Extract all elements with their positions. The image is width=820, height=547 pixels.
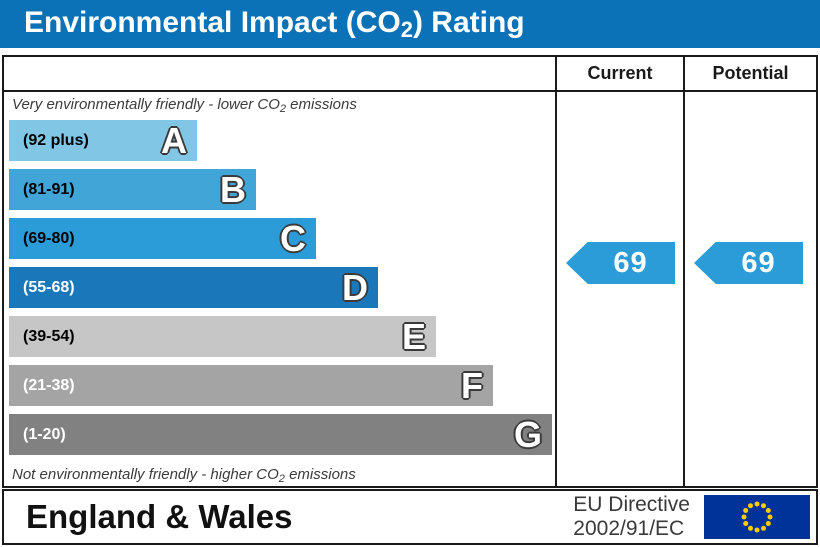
band-letter: E [401, 316, 426, 357]
band-range-label: (1-20) [23, 425, 66, 443]
table-header-row: Current Potential [4, 57, 816, 92]
band-bar-a: (92 plus) A [9, 120, 197, 161]
band-range-label: (21-38) [23, 376, 75, 394]
band-range-label: (81-91) [23, 180, 75, 198]
region-label: England & Wales [26, 498, 293, 535]
band-bar-c: (69-80) C [9, 218, 316, 259]
column-header-potential: Potential [712, 63, 789, 83]
title-co2-subscript: 2 [400, 17, 413, 42]
eu-flag-icon [704, 495, 810, 539]
top-caption-prefix: Very environmentally friendly - lower CO [12, 96, 280, 113]
rating-bars: (92 plus) A (81-91) B (69-80) C (55-68) … [9, 120, 555, 455]
column-header-current: Current [557, 57, 685, 90]
band-chart-column: Very environmentally friendly - lower CO… [4, 92, 557, 486]
title-text-suffix: ) Rating [412, 6, 525, 39]
top-caption-subscript: 2 [279, 103, 286, 115]
footer: England & Wales EU Directive 2002/91/EC [2, 489, 818, 545]
band-letter: B [220, 169, 246, 210]
bottom-caption-suffix: emissions [284, 466, 356, 483]
band-range-label: (69-80) [23, 229, 75, 247]
bottom-caption: Not environmentally friendly - higher CO… [4, 463, 555, 487]
bottom-caption-subscript: 2 [278, 473, 285, 485]
bottom-caption-prefix: Not environmentally friendly - higher CO [12, 466, 279, 483]
eu-directive-line1: EU Directive [573, 493, 690, 516]
potential-rating-arrow: 69 [694, 242, 803, 284]
title-text-prefix: Environmental Impact (CO [24, 6, 401, 39]
current-rating-value: 69 [613, 246, 648, 279]
band-range-label: (55-68) [23, 278, 75, 296]
potential-rating-column: 69 [685, 92, 816, 486]
rating-table: Current Potential Very environmentally f… [2, 55, 818, 488]
table-body: Very environmentally friendly - lower CO… [4, 92, 816, 486]
band-bar-d: (55-68) D [9, 267, 378, 308]
band-letter: C [280, 218, 306, 259]
eu-directive-line2: 2002/91/EC [573, 517, 685, 540]
band-letter: F [461, 365, 483, 406]
band-bar-b: (81-91) B [9, 169, 256, 210]
band-bar-g: (1-20) G [9, 414, 552, 455]
band-range-label: (39-54) [23, 327, 75, 345]
page-title: Environmental Impact (CO2) Rating [0, 0, 820, 48]
band-letter: G [513, 414, 542, 455]
top-caption: Very environmentally friendly - lower CO… [4, 92, 555, 117]
current-rating-column: 69 [557, 92, 685, 486]
band-bar-f: (21-38) F [9, 365, 493, 406]
band-bar-e: (39-54) E [9, 316, 436, 357]
band-letter: D [342, 267, 368, 308]
header-chart-spacer [4, 57, 557, 90]
band-range-label: (92 plus) [23, 131, 89, 149]
potential-rating-value: 69 [741, 246, 776, 279]
band-letter: A [161, 120, 187, 161]
eu-directive-label: EU Directive 2002/91/EC [573, 493, 690, 541]
current-rating-arrow: 69 [566, 242, 675, 284]
top-caption-suffix: emissions [286, 96, 357, 113]
